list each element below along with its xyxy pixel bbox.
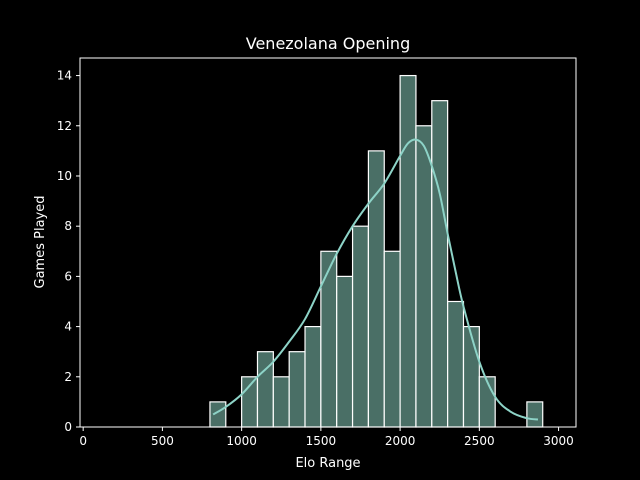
histogram-bar xyxy=(320,250,338,428)
y-tick-label: 6 xyxy=(64,269,72,283)
y-tick-label: 14 xyxy=(57,69,72,83)
y-tick-label: 0 xyxy=(64,420,72,434)
x-tick-label: 1500 xyxy=(306,434,337,448)
histogram-bar xyxy=(447,300,465,428)
y-tick-label: 8 xyxy=(64,219,72,233)
x-tick-label: 2500 xyxy=(464,434,495,448)
histogram-bar xyxy=(462,325,480,428)
y-axis-ticks: 0 2 4 6 8 10 12 14 xyxy=(57,69,80,434)
histogram-bar xyxy=(526,401,544,428)
x-tick-label: 1000 xyxy=(226,434,257,448)
x-tick-label: 2000 xyxy=(385,434,416,448)
x-axis-label: Elo Range xyxy=(295,456,360,471)
histogram-bar xyxy=(351,225,370,428)
histogram-bar xyxy=(209,401,227,428)
plot-frame xyxy=(79,57,577,428)
histogram-bar xyxy=(304,325,322,428)
histogram-bar xyxy=(431,100,449,428)
kde-layer xyxy=(212,138,539,421)
y-tick-label: 10 xyxy=(57,169,72,183)
x-tick-label: 3000 xyxy=(543,434,574,448)
chart-title: Venezolana Opening xyxy=(246,34,410,53)
y-tick-label: 12 xyxy=(57,119,72,133)
histogram-bar xyxy=(478,376,496,428)
histogram-bar xyxy=(288,351,306,428)
histogram-bar xyxy=(336,275,354,428)
y-tick-label: 4 xyxy=(64,320,72,334)
x-tick-label: 500 xyxy=(151,434,174,448)
y-axis-label: Games Played xyxy=(33,196,48,289)
histogram-bar xyxy=(415,125,433,428)
y-tick-label: 2 xyxy=(64,370,72,384)
histogram-bar xyxy=(272,376,290,428)
histogram-bar xyxy=(383,250,401,428)
kde-curve xyxy=(212,138,539,421)
histogram-bar xyxy=(399,74,417,428)
x-axis-ticks: 0 500 1000 1500 2000 2500 3000 xyxy=(79,427,574,448)
x-tick-label: 0 xyxy=(79,434,87,448)
